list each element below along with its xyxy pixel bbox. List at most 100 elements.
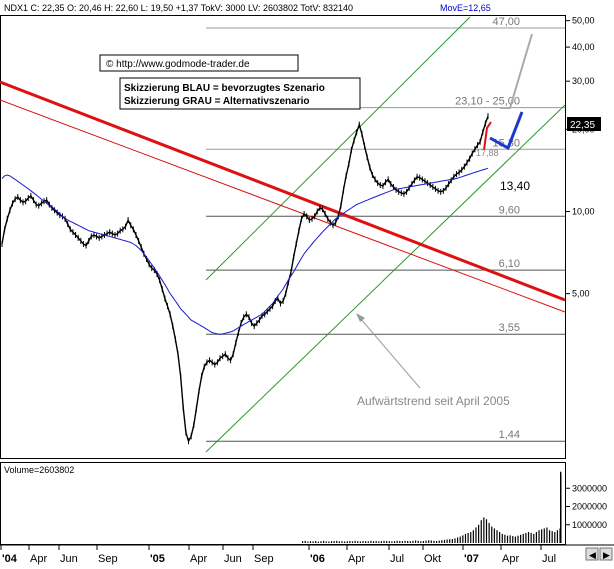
- x-tick-label-8: '06: [310, 553, 325, 565]
- value-1788-label: 17,88: [476, 148, 499, 158]
- volume-bar-16: [344, 541, 346, 543]
- level-label-4: 6,10: [499, 258, 520, 270]
- volume-bar-2: [307, 541, 309, 543]
- volume-bar-35: [393, 541, 396, 543]
- series-layer: [1, 113, 489, 445]
- x-tick-label-0: '04: [2, 553, 18, 565]
- level-label-0: 47,00: [492, 16, 520, 28]
- volume-bar-7: [320, 541, 322, 543]
- legend-box: [119, 77, 361, 110]
- volume-bar-184: [560, 477, 562, 543]
- volume-tick-label-1: 2000000: [572, 502, 607, 512]
- volume-bar-88: [533, 533, 535, 543]
- volume-bar-67: [478, 524, 480, 543]
- x-tick-label-3: Sep: [98, 553, 118, 565]
- volume-bar-31: [383, 540, 385, 543]
- volume-bar-17: [346, 541, 348, 543]
- volume-bar-20: [354, 540, 356, 543]
- price-panel-frame: [0, 15, 566, 459]
- x-axis-ticks: '04 Apr Jun Sep '05 Apr Jun Sep '06 Apr Jul Okt '07 A…: [0, 545, 556, 565]
- volume-bar-64: [470, 532, 472, 543]
- current-price-label: 22,35: [570, 120, 595, 131]
- x-tick-label-10: Jul: [390, 553, 404, 565]
- volume-bar-57: [451, 538, 453, 543]
- volume-bar-91: [541, 529, 543, 543]
- downtrend-line-thick: [0, 80, 566, 302]
- volume-bar-94: [548, 530, 551, 543]
- volume-bar-12: [333, 540, 335, 543]
- volume-label: Volume=2603802: [4, 465, 74, 475]
- trend-label: Aufwärtstrend seit April 2005: [357, 394, 510, 408]
- volume-bar-52: [438, 540, 440, 543]
- red-recent-candle: [483, 121, 492, 151]
- level-label-2: 15,30: [492, 137, 520, 149]
- x-tick-label-7: Sep: [254, 553, 274, 565]
- volume-bar-27: [372, 541, 375, 543]
- volume-bar-9: [325, 541, 327, 543]
- volume-bar-54: [443, 539, 446, 543]
- channel-lower-line: [205, 104, 566, 453]
- volume-bar-80: [512, 536, 514, 543]
- gray-scenario-sketch: [500, 33, 533, 109]
- trend-arrow-shaft: [359, 317, 421, 389]
- volume-bar-10: [328, 541, 330, 543]
- volume-bar-41: [409, 541, 411, 543]
- volume-bar-58: [454, 538, 456, 543]
- current-price-box: [567, 117, 601, 131]
- scroll-left-icon: ◀: [589, 550, 596, 560]
- x-tick-label-5: Apr: [190, 553, 207, 565]
- volume-bar-1: [304, 540, 306, 543]
- volume-bar-66: [475, 527, 477, 543]
- volume-bar-36: [396, 540, 398, 543]
- volume-bar-46: [422, 540, 425, 543]
- series-line-moving-average: [1, 167, 489, 335]
- volume-bar-65: [472, 530, 474, 543]
- volume-bar-56: [449, 539, 451, 543]
- volume-bar-40: [407, 540, 409, 543]
- scroll-right-button[interactable]: [599, 547, 613, 561]
- volume-bar-0: [302, 541, 304, 543]
- volume-bar-78: [506, 535, 509, 543]
- volume-bar-84: [522, 533, 524, 543]
- volume-bar-87: [530, 532, 532, 543]
- volume-bar-8: [323, 540, 325, 543]
- x-tick-label-13: Apr: [502, 553, 519, 565]
- x-tick-label-4: '05: [150, 553, 165, 565]
- volume-bar-45: [420, 541, 422, 543]
- header-quote: NDX1 C: 22,35 O: 20,46 H: 22,60 L: 19,50…: [4, 3, 353, 13]
- x-tick-label-14: Jul: [542, 553, 556, 565]
- volume-bar-39: [404, 540, 406, 543]
- level-label-5: 3,55: [499, 322, 520, 334]
- volume-bar-24: [365, 541, 367, 543]
- volume-bar-62: [464, 533, 467, 543]
- volume-bar-75: [499, 532, 501, 543]
- volume-bar-3: [309, 541, 312, 543]
- volume-bar-28: [375, 540, 377, 543]
- volume-bar-48: [428, 540, 430, 543]
- header-move: MovE=12,65: [440, 3, 491, 13]
- channel-upper-line: [205, 16, 471, 281]
- volume-bar-51: [435, 540, 438, 543]
- y-tick-label-1: 40,00: [572, 42, 595, 52]
- x-tick-label-2: Jun: [60, 553, 78, 565]
- volume-bar-97: [556, 530, 559, 543]
- x-tick-label-1: Apr: [30, 553, 47, 565]
- volume-bar-38: [401, 541, 404, 543]
- volume-bar-83: [520, 534, 522, 543]
- volume-bar-55: [446, 539, 448, 543]
- volume-bar-18: [349, 540, 351, 543]
- volume-bar-29: [378, 541, 380, 543]
- volume-bar-96: [554, 532, 556, 543]
- scroll-left-button[interactable]: [585, 547, 599, 561]
- volume-bar-86: [527, 532, 530, 543]
- y-tick-label-4: 10,00: [572, 206, 595, 216]
- volume-bar-71: [488, 522, 490, 543]
- trend-arrow-head: [356, 313, 365, 322]
- volume-bar-60: [459, 536, 461, 543]
- volume-bar-47: [425, 540, 427, 543]
- downtrend-line-thin: [0, 99, 566, 313]
- volume-bar-59: [456, 537, 459, 543]
- volume-bar-50: [433, 540, 435, 543]
- volume-bar-11: [330, 541, 333, 543]
